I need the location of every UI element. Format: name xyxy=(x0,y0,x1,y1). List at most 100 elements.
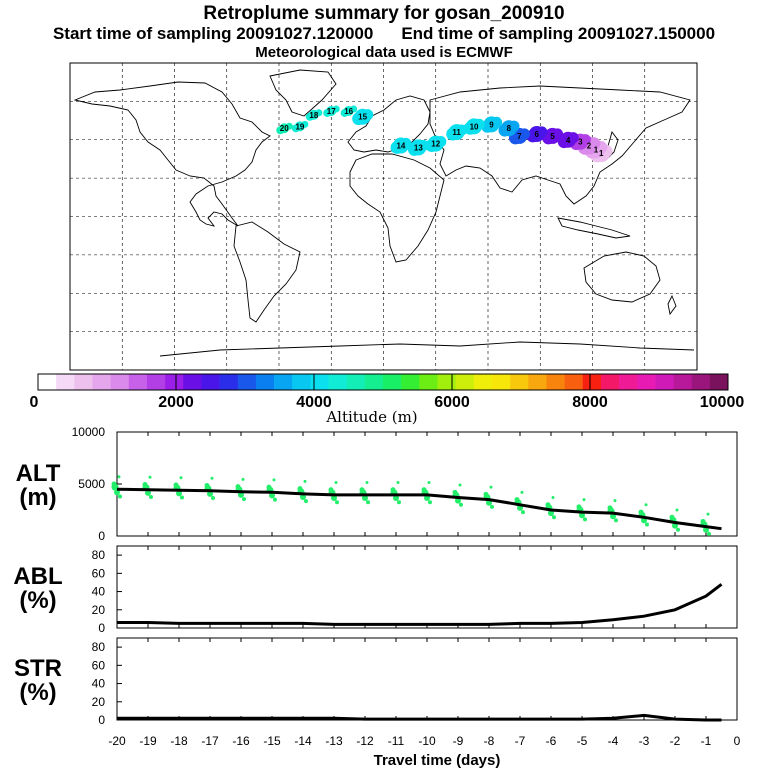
plume-day-label: 13 xyxy=(414,143,423,152)
sampling-times: Start time of sampling 20091027.120000 En… xyxy=(0,24,768,44)
alt-scatter-point xyxy=(427,480,431,484)
colorbar-segment xyxy=(346,374,366,390)
plume-circle xyxy=(315,109,323,117)
main-title: Retroplume summary for gosan_200910 xyxy=(203,3,565,24)
colorbar-segment xyxy=(201,374,220,390)
plume-day-label: 1 xyxy=(599,149,604,158)
colorbar-tick-label: 0 xyxy=(30,394,39,411)
plume-day-label: 6 xyxy=(535,130,540,139)
colorbar-tick-label: 2000 xyxy=(158,394,194,411)
plume-day-label: 1 xyxy=(594,145,599,154)
colorbar-segment xyxy=(219,374,239,390)
x-tick-label: -18 xyxy=(170,734,188,748)
coast-australia xyxy=(583,251,661,303)
colorbar-segment xyxy=(292,374,311,390)
x-tick-label: -5 xyxy=(577,734,588,748)
x-tick-label: -9 xyxy=(453,734,464,748)
panel-label-alt: ALT xyxy=(16,460,61,487)
colorbar-tick-label: 10000 xyxy=(700,394,745,411)
plume-circle xyxy=(400,137,412,150)
coast-africa xyxy=(349,153,445,263)
plume-circle xyxy=(508,120,520,132)
colorbar-segment xyxy=(528,374,547,390)
plume-circle xyxy=(536,126,548,138)
x-axis-label: Travel time (days) xyxy=(374,752,501,768)
plume-circle xyxy=(490,116,503,128)
plume-day-label: 11 xyxy=(452,128,461,137)
colorbar-segment xyxy=(510,374,529,390)
alt-scatter-point xyxy=(149,495,153,499)
panel-abl: ABL(%) 0 20 40 60 80 xyxy=(13,545,738,635)
x-tick-label: -13 xyxy=(325,734,343,748)
alt-scatter-point xyxy=(393,495,399,502)
colorbar-title: Altitude (m) xyxy=(325,408,417,426)
panel-str: STR(%) 0 20 40 60 80 xyxy=(14,637,738,727)
colorbar-segment xyxy=(546,374,565,390)
alt-scatter-point xyxy=(241,477,245,481)
colorbar-tick-label: 8000 xyxy=(572,394,608,411)
colorbar-frame xyxy=(37,373,729,391)
plume-circle xyxy=(567,132,579,144)
alt-scatter-point xyxy=(145,489,151,496)
y-tick-label: 0 xyxy=(98,529,105,543)
alt-scatter-point xyxy=(551,496,555,500)
colorbar-segment xyxy=(401,374,420,390)
colorbar-tick-label: 6000 xyxy=(434,394,470,411)
colorbar-segment xyxy=(564,374,584,390)
plume-day-label: 17 xyxy=(327,107,336,116)
x-tick-label: -15 xyxy=(263,734,281,748)
alt-scatter-point xyxy=(365,480,369,484)
alt-scatter-point xyxy=(707,531,711,536)
colorbar-segment xyxy=(310,374,329,390)
plume-circle xyxy=(332,105,340,113)
alt-scatter-point xyxy=(331,495,337,502)
y-tick-label: 0 xyxy=(98,713,105,727)
plume-day-label: 5 xyxy=(550,132,555,141)
alt-scatter-point xyxy=(676,527,680,532)
coast-asia xyxy=(429,85,691,205)
alt-scatter-point xyxy=(207,490,213,497)
y-tick-label: 10000 xyxy=(72,425,106,439)
x-tick-label: -16 xyxy=(232,734,250,748)
plume-day-label: 2 xyxy=(587,142,592,151)
alt-scatter-point xyxy=(428,500,432,505)
alt-scatter-point xyxy=(521,510,525,515)
plume-circle xyxy=(551,128,564,140)
alt-scatter-point xyxy=(362,495,368,502)
y-tick-label: 40 xyxy=(92,677,106,691)
timeseries-panels: ALT(m)0500010000ABL(%)020406080STR(%)020… xyxy=(13,425,740,748)
colorbar-segment xyxy=(637,374,656,390)
plume-day-label: 20 xyxy=(280,124,289,133)
y-tick-label: 60 xyxy=(92,566,106,580)
colorbar-segment xyxy=(709,374,729,390)
x-tick-label: -1 xyxy=(701,734,712,748)
coast-south-america xyxy=(233,221,301,323)
plume-circles xyxy=(276,105,613,163)
plume-circle xyxy=(417,139,429,152)
alt-scatter-point xyxy=(176,490,182,497)
alt-scatter-point xyxy=(490,504,494,509)
alt-scatter-point xyxy=(455,497,461,504)
colorbar-segment xyxy=(364,374,384,390)
y-tick-label: 40 xyxy=(92,585,106,599)
alt-scatter-point xyxy=(272,478,276,482)
alt-scatter-point xyxy=(645,522,649,527)
coast-north-america xyxy=(73,81,271,227)
alt-scatter-point xyxy=(242,497,246,502)
coast-greenland xyxy=(269,69,337,117)
colorbar-segment xyxy=(255,374,275,390)
colorbar-segment xyxy=(491,374,511,390)
alt-scatter-point xyxy=(304,499,308,504)
alt-scatter-point xyxy=(118,494,122,499)
y-tick-label: 60 xyxy=(92,658,106,672)
series-line-abl xyxy=(117,583,723,626)
colorbar-segment xyxy=(110,374,130,390)
colorbar-segment xyxy=(600,374,620,390)
alt-scatter-point xyxy=(269,492,275,499)
plume-circle xyxy=(587,137,601,150)
alt-scatter-point xyxy=(238,491,244,498)
colorbar-tick-label: 4000 xyxy=(296,394,332,411)
plume-day-label: 10 xyxy=(470,122,479,131)
panel-unit-abl: (%) xyxy=(19,587,56,614)
alt-scatter-point xyxy=(273,497,277,502)
